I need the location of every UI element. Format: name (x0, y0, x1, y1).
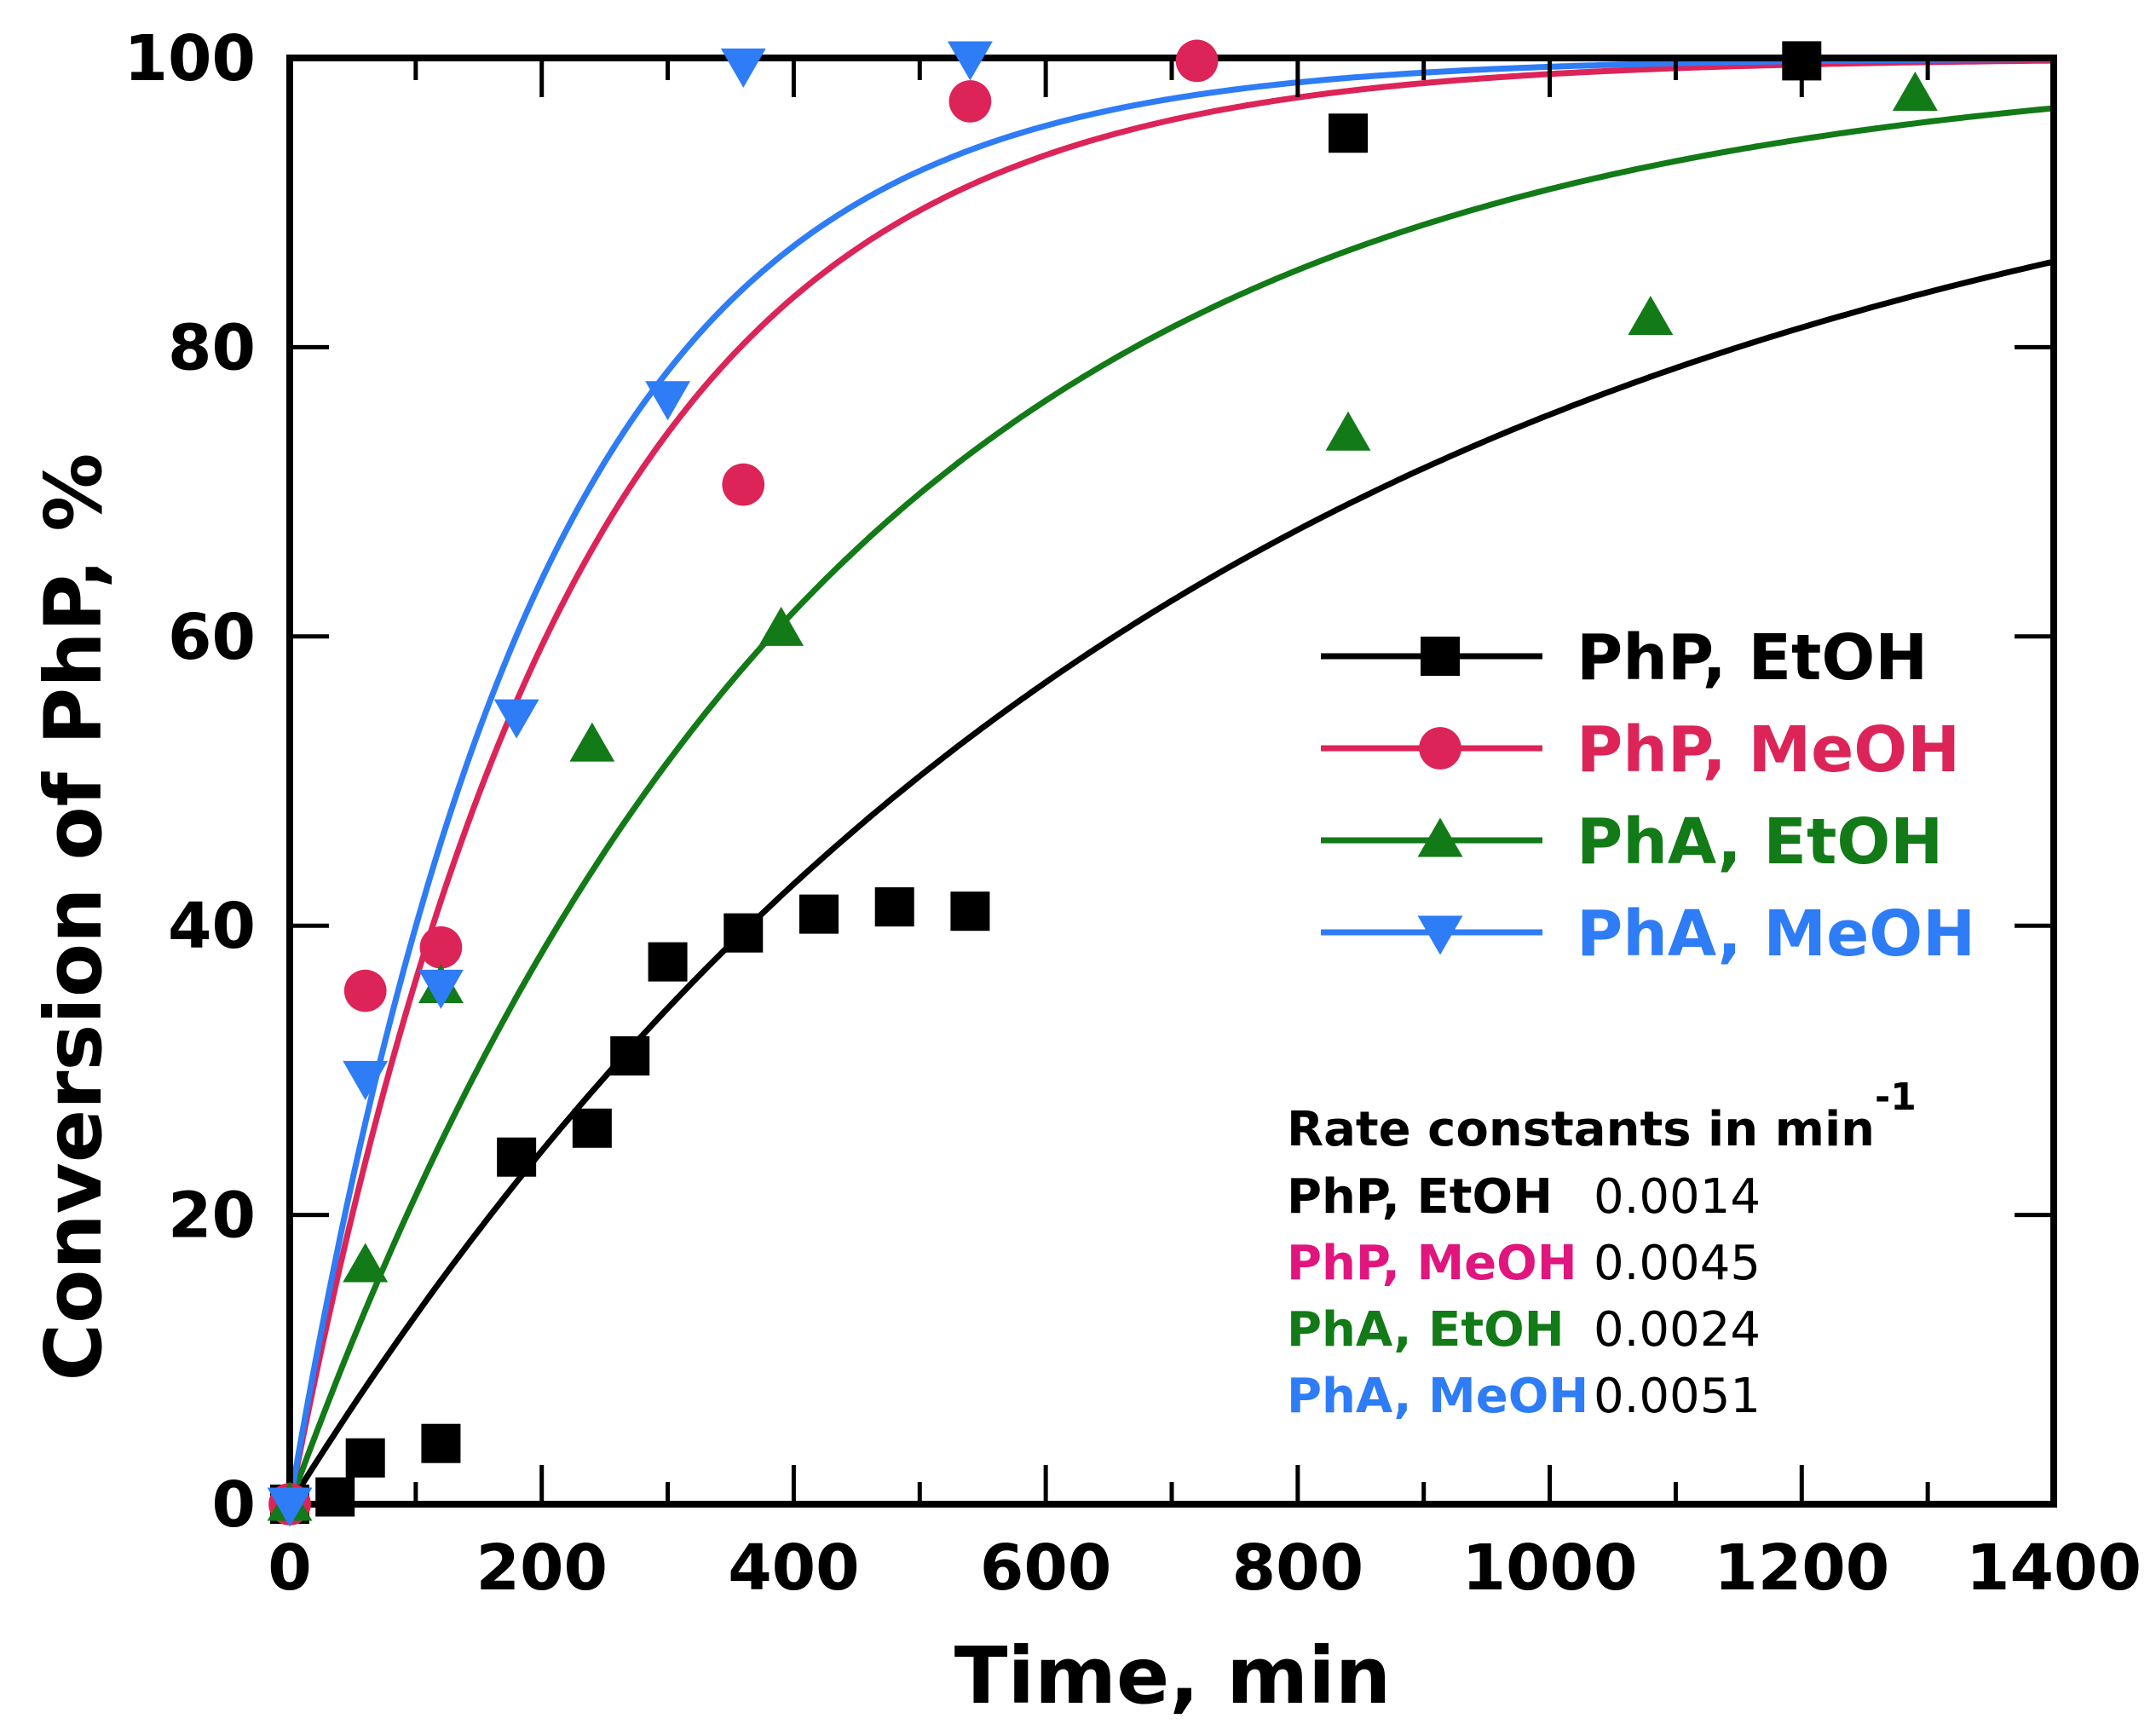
rate-constants-box: Rate constants in min-1 PhP, EtOH 0.0014P… (1287, 1076, 1917, 1424)
x-tick-label: 400 (728, 1531, 859, 1605)
data-point (315, 1477, 355, 1517)
data-point (343, 1243, 389, 1283)
rate-constant-label: PhA, EtOH (1287, 1302, 1565, 1358)
rate-constant-row: PhA, EtOH 0.0024 (1287, 1302, 1761, 1358)
data-point (497, 1137, 537, 1177)
data-point (343, 969, 387, 1012)
legend-marker (1419, 727, 1461, 770)
x-tick-label: 1000 (1462, 1531, 1638, 1605)
legend-label: PhA, EtOH (1577, 805, 1943, 879)
fit-curves (286, 55, 2055, 1506)
rate-constant-row: PhA, MeOH 0.0051 (1287, 1369, 1761, 1424)
data-point (572, 1108, 612, 1148)
data-point (758, 606, 804, 646)
data-point (1628, 296, 1674, 336)
data-point (1175, 39, 1219, 83)
data-point (1325, 411, 1371, 451)
legend-label: PhP, MeOH (1577, 713, 1960, 787)
x-tick-label: 200 (476, 1531, 607, 1605)
data-point (723, 913, 764, 953)
data-point (799, 894, 839, 934)
data-point (493, 699, 539, 739)
data-point (947, 41, 993, 81)
y-tick-label: 40 (168, 890, 256, 963)
fit-curve (286, 105, 2055, 1506)
data-point (1892, 71, 1938, 111)
rate-constants-rows: PhP, EtOH 0.0014 PhP, MeOH 0.0045 PhA, EtOH 0… (1287, 1169, 1761, 1424)
rate-constant-label: PhP, MeOH (1287, 1236, 1577, 1291)
fit-curve (287, 258, 2055, 1506)
rate-constant-value: 0.0051 (1594, 1369, 1761, 1424)
y-tick-label: 100 (124, 22, 256, 95)
data-point (874, 887, 914, 927)
rate-constant-label: PhA, MeOH (1287, 1369, 1588, 1424)
data-markers (267, 39, 1938, 1527)
rate-constant-row: PhP, MeOH 0.0045 (1287, 1236, 1761, 1291)
x-tick-label: 0 (268, 1531, 312, 1605)
rate-constants-unit-exponent: -1 (1875, 1076, 1917, 1119)
data-point (418, 969, 464, 1009)
data-point (1329, 113, 1368, 153)
plot-frame (286, 55, 2057, 1508)
data-point (948, 80, 992, 123)
legend-marker (1417, 915, 1463, 955)
data-point (421, 1423, 461, 1463)
rate-constants-title-text: Rate constants in min (1287, 1102, 1875, 1157)
legend-marker (1417, 817, 1463, 857)
x-tick-label: 1400 (1966, 1531, 2142, 1605)
y-tick-label: 20 (168, 1179, 256, 1253)
data-point (950, 891, 990, 931)
data-point (610, 1035, 650, 1076)
legend-marker (1421, 637, 1460, 676)
rate-constant-value: 0.0045 (1594, 1236, 1761, 1291)
rate-constant-value: 0.0014 (1594, 1169, 1761, 1225)
legend-label: PhP, EtOH (1577, 621, 1928, 695)
fit-curve (286, 57, 2055, 1505)
rate-constant-value: 0.0024 (1594, 1302, 1761, 1358)
legend: PhP, EtOH PhP, MeOH PhA, EtOH PhA, MeOH (1321, 621, 1975, 971)
data-point (345, 1438, 385, 1478)
data-point (419, 926, 463, 969)
data-point (648, 942, 688, 982)
x-axis-title: Time, min (954, 1630, 1391, 1722)
y-tick-label: 0 (212, 1468, 257, 1542)
y-axis-title: Conversion of PhP, % (28, 453, 119, 1381)
rate-constant-row: PhP, EtOH 0.0014 (1287, 1169, 1761, 1225)
data-point (569, 722, 615, 762)
data-point (1782, 41, 1822, 81)
y-tick-label: 80 (168, 311, 256, 384)
data-point (720, 48, 766, 88)
legend-label: PhA, MeOH (1577, 897, 1975, 971)
x-tick-label: 1200 (1714, 1531, 1889, 1605)
x-tick-label: 600 (980, 1531, 1111, 1605)
fit-curve (286, 55, 2055, 1505)
data-point (722, 463, 765, 506)
tick-labels: 0 200 400 600 800 1000 1200 1400 0 20 40 60 80 100 (124, 22, 2142, 1605)
x-tick-label: 800 (1232, 1531, 1363, 1605)
rate-constant-label: PhP, EtOH (1287, 1169, 1553, 1225)
data-point (267, 1487, 313, 1527)
rate-constants-title: Rate constants in min-1 (1287, 1076, 1917, 1157)
data-point (343, 1060, 389, 1100)
y-tick-label: 60 (168, 601, 256, 674)
data-point (645, 381, 691, 421)
